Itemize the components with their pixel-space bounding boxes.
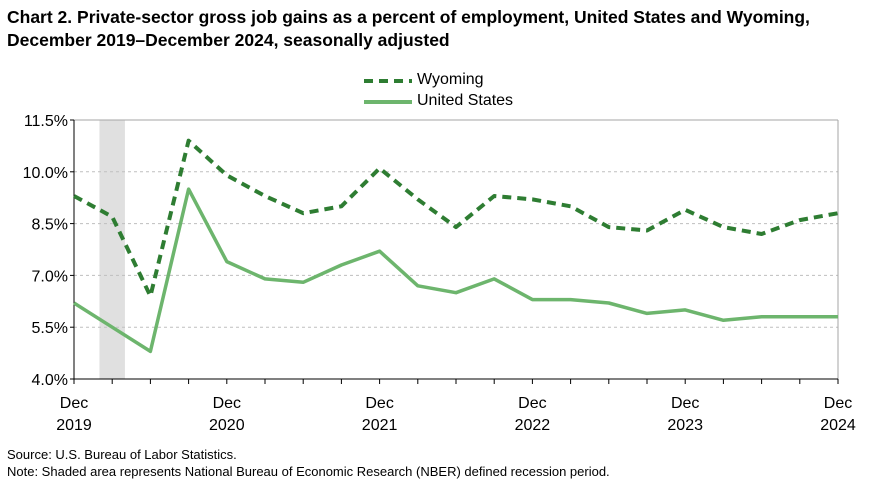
x-tick-label-year: 2023 [667, 417, 703, 434]
legend-label-united-states: United States [417, 92, 514, 109]
x-tick-label-year: 2020 [209, 417, 245, 434]
legend-label-wyoming: Wyoming [417, 71, 484, 88]
x-tick-label-month: Dec [671, 395, 699, 412]
x-tick-label-year: 2021 [362, 417, 398, 434]
legend-swatch-wyoming [364, 79, 412, 83]
y-tick-label: 8.5% [32, 217, 68, 234]
x-tick-label-year: 2022 [515, 417, 551, 434]
y-tick-label: 7.0% [32, 268, 68, 285]
x-tick-label-month: Dec [824, 395, 852, 412]
y-tick-label: 11.5% [24, 113, 68, 130]
x-tick-label-month: Dec [60, 395, 88, 412]
x-tick-label-month: Dec [365, 395, 393, 412]
x-tick-label-month: Dec [213, 395, 241, 412]
recession-shade [99, 120, 125, 379]
source-note: Source: U.S. Bureau of Labor Statistics. [7, 447, 237, 462]
y-tick-label: 4.0% [32, 372, 68, 389]
x-tick-label-year: 2019 [56, 417, 92, 434]
x-tick-label-year: 2024 [820, 417, 856, 434]
legend-swatch-united-states [364, 100, 412, 104]
legend-item-united-states: United States [362, 91, 582, 111]
footnote: Note: Shaded area represents National Bu… [7, 464, 610, 479]
series-line-wyoming [73, 138, 839, 299]
y-tick-label: 5.5% [32, 320, 68, 337]
chart-title: Chart 2. Private-sector gross job gains … [7, 7, 810, 50]
legend-item-wyoming: Wyoming [362, 70, 582, 90]
x-tick-label-month: Dec [518, 395, 546, 412]
series-line-united-states [73, 187, 838, 354]
y-tick-label: 10.0% [23, 165, 68, 182]
